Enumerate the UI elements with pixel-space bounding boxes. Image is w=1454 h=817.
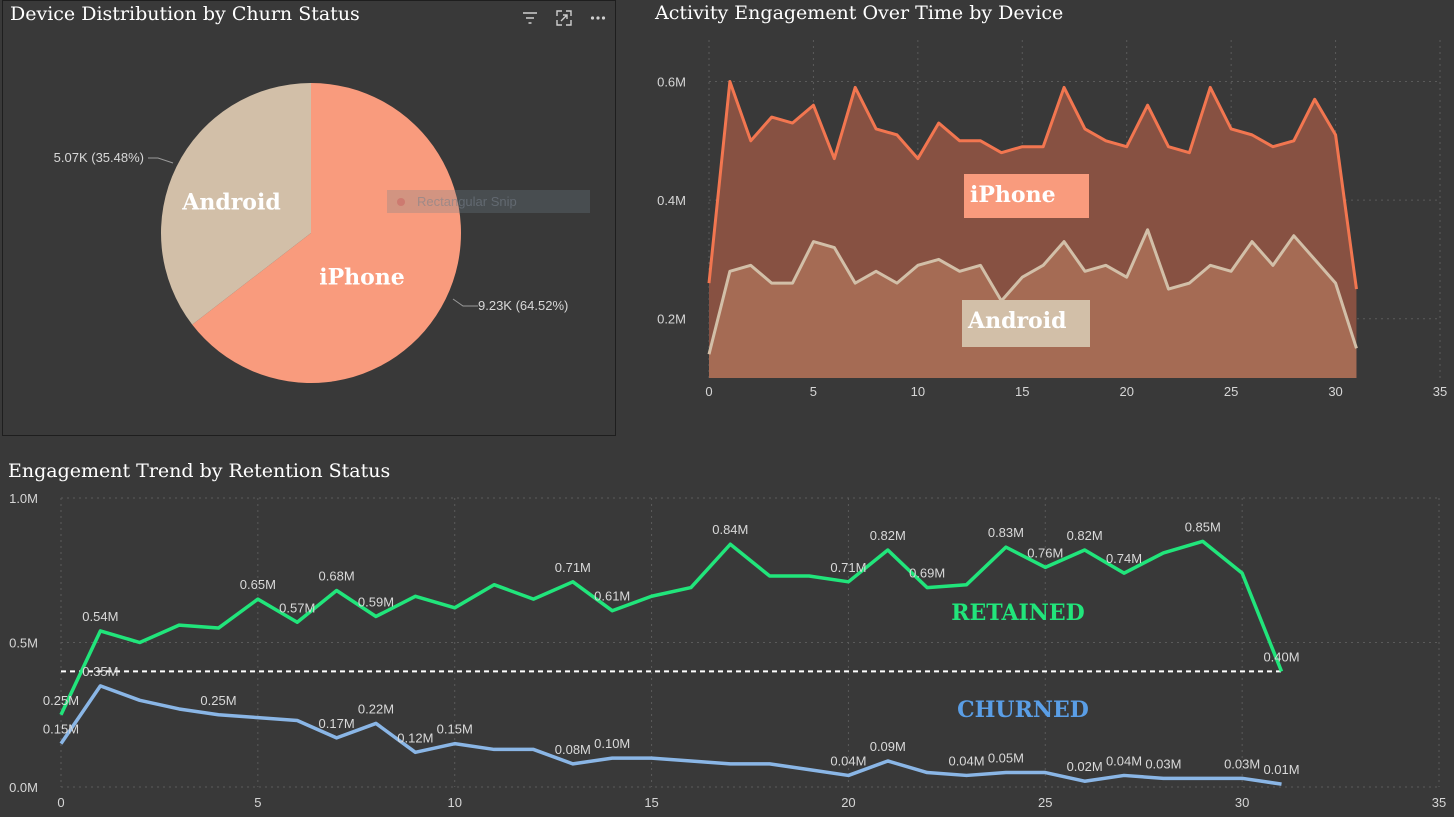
area-line-android xyxy=(707,228,1358,355)
x-tick-label: 25 xyxy=(1224,384,1238,399)
line-chart-title: Engagement Trend by Retention Status xyxy=(8,460,391,482)
x-tick-label: 15 xyxy=(644,795,658,810)
focus-mode-icon[interactable] xyxy=(553,7,575,29)
data-label: 0.82M xyxy=(870,528,906,543)
data-label: 0.61M xyxy=(594,589,630,604)
data-label: 0.54M xyxy=(82,609,118,624)
pie-data-label: 5.07K (35.48%) xyxy=(54,150,144,165)
legend-box-label: iPhone xyxy=(970,182,1056,208)
data-label: 0.08M xyxy=(555,742,591,757)
line-series-retained xyxy=(59,539,1284,716)
data-label: 0.84M xyxy=(712,522,748,537)
data-label: 0.04M xyxy=(830,753,866,768)
filter-icon[interactable] xyxy=(519,7,541,29)
data-label: 0.59M xyxy=(358,594,394,609)
x-tick-label: 35 xyxy=(1433,384,1447,399)
data-label: 0.35M xyxy=(82,664,118,679)
visual-header-toolbar xyxy=(519,7,609,29)
data-label: 0.12M xyxy=(397,730,433,745)
legend-box-android xyxy=(962,300,1090,347)
more-options-icon[interactable] xyxy=(587,7,609,29)
line-chart-panel[interactable]: Engagement Trend by Retention Status 0.0… xyxy=(0,450,1454,817)
legend-box-label: Android xyxy=(967,308,1066,334)
pie-inside-label: iPhone xyxy=(319,265,405,291)
x-tick-label: 20 xyxy=(1119,384,1133,399)
data-label: 0.76M xyxy=(1027,545,1063,560)
data-label: 0.71M xyxy=(830,560,866,575)
x-tick-label: 10 xyxy=(911,384,925,399)
y-tick-label: 0.5M xyxy=(9,636,38,651)
x-tick-label: 5 xyxy=(810,384,817,399)
data-label: 0.25M xyxy=(43,693,79,708)
data-label: 0.15M xyxy=(437,722,473,737)
data-label: 0.03M xyxy=(1224,756,1260,771)
pie-inside-label: Android xyxy=(181,190,280,216)
pie-chart: iPhone 9.23K (64.52%) Android 5.07K (35.48%… xyxy=(54,82,568,383)
x-tick-label: 10 xyxy=(447,795,461,810)
rectangular-snip-overlay: Rectangular Snip xyxy=(387,190,590,213)
area-chart-title: Activity Engagement Over Time by Device xyxy=(655,2,1064,24)
data-label: 0.71M xyxy=(555,560,591,575)
y-tick-label: 0.0M xyxy=(9,780,38,795)
record-icon xyxy=(397,197,405,206)
pie-leader-line xyxy=(148,157,174,164)
pie-slice-android xyxy=(161,82,311,325)
data-label: 0.74M xyxy=(1106,551,1142,566)
data-label: 0.04M xyxy=(1106,753,1142,768)
data-label: 0.02M xyxy=(1067,759,1103,774)
x-tick-label: 30 xyxy=(1328,384,1342,399)
data-label: 0.04M xyxy=(948,753,984,768)
y-tick-label: 0.2M xyxy=(657,312,686,327)
x-tick-label: 0 xyxy=(57,795,64,810)
pie-data-label: 9.23K (64.52%) xyxy=(478,298,568,313)
data-label: 0.17M xyxy=(319,716,355,731)
series-label-retained: RETAINED xyxy=(951,600,1085,626)
data-label: 0.22M xyxy=(358,701,394,716)
pie-leader-line xyxy=(452,298,478,307)
x-tick-label: 20 xyxy=(841,795,855,810)
series-label-churned: CHURNED xyxy=(957,697,1089,723)
snip-label: Rectangular Snip xyxy=(417,194,517,209)
x-tick-label: 25 xyxy=(1038,795,1052,810)
legend-box-iphone xyxy=(964,174,1089,218)
pie-chart-title: Device Distribution by Churn Status xyxy=(10,3,360,25)
area-chart-panel[interactable]: Activity Engagement Over Time by Device … xyxy=(640,0,1454,436)
y-tick-label: 1.0M xyxy=(9,491,38,506)
data-label: 0.82M xyxy=(1067,528,1103,543)
data-label: 0.01M xyxy=(1263,762,1299,777)
data-label: 0.05M xyxy=(988,751,1024,766)
data-label: 0.57M xyxy=(279,600,315,615)
x-tick-label: 5 xyxy=(254,795,261,810)
data-label: 0.15M xyxy=(43,722,79,737)
y-tick-label: 0.4M xyxy=(657,193,686,208)
data-label: 0.85M xyxy=(1185,519,1221,534)
data-label: 0.09M xyxy=(870,739,906,754)
y-tick-label: 0.6M xyxy=(657,75,686,90)
line-series-churned xyxy=(59,684,1282,786)
x-tick-label: 30 xyxy=(1235,795,1249,810)
pie-chart-panel[interactable]: Device Distribution by Churn Status iPho… xyxy=(2,0,616,436)
data-label: 0.25M xyxy=(200,693,236,708)
data-label: 0.03M xyxy=(1145,756,1181,771)
data-label: 0.65M xyxy=(240,577,276,592)
x-tick-label: 35 xyxy=(1432,795,1446,810)
area-chart: 0.2M 0.4M 0.6M 0 5 10 15 20 25 30 35 iPhone Android xyxy=(657,40,1447,399)
data-label: 0.10M xyxy=(594,736,630,751)
area-line-iphone xyxy=(707,80,1358,290)
pie-slice-iphone xyxy=(192,83,461,383)
x-tick-label: 15 xyxy=(1015,384,1029,399)
data-label: 0.40M xyxy=(1263,649,1299,664)
data-label: 0.69M xyxy=(909,566,945,581)
data-label: 0.83M xyxy=(988,525,1024,540)
data-label: 0.68M xyxy=(319,568,355,583)
x-tick-label: 0 xyxy=(705,384,712,399)
line-chart: 0.0M 0.5M 1.0M 0 5 10 15 20 25 30 35 0.25M 0.54M 0.65… xyxy=(9,491,1446,810)
